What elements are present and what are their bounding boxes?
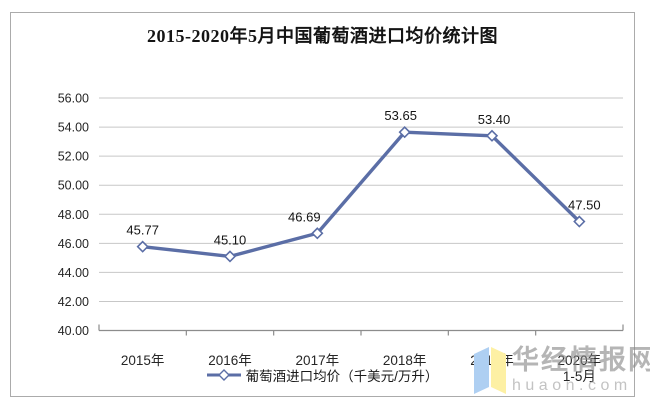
data-point-marker — [398, 126, 411, 139]
watermark-text: 华经情报网 huaon.com — [512, 345, 650, 396]
y-axis-tick-label: 52.00 — [58, 150, 89, 164]
data-label: 47.50 — [568, 198, 601, 213]
chart-frame: 2015-2020年5月中国葡萄酒进口均价统计图 40.00 42.00 44.00… — [10, 12, 650, 397]
watermark-site-name: 华经情报网 — [512, 345, 650, 375]
x-axis-category-label: 2020年 1-5月 — [558, 353, 602, 384]
y-axis-tick-label: 50.00 — [58, 179, 89, 193]
legend-label: 葡萄酒进口均价（千美元/万升） — [245, 369, 439, 384]
legend-line-marker-icon — [206, 369, 241, 381]
data-label: 46.69 — [288, 209, 321, 224]
x-axis-category-label: 2016年 — [208, 353, 252, 368]
data-point-marker — [311, 227, 324, 240]
data-label: 45.77 — [126, 223, 159, 238]
series-line — [140, 130, 582, 259]
x-axis-category-label: 2015年 — [121, 353, 165, 368]
y-axis-tick-label: 54.00 — [58, 121, 89, 135]
data-label: 45.10 — [214, 232, 247, 247]
y-axis-tick-label: 56.00 — [58, 92, 89, 106]
data-point-marker — [485, 129, 499, 142]
watermark-domain: huaon.com — [512, 377, 632, 394]
y-axis-tick-label: 40.00 — [58, 324, 89, 338]
legend: 葡萄酒进口均价（千美元/万升） — [11, 365, 634, 385]
data-point-marker — [223, 250, 237, 263]
y-axis-tick-label: 48.00 — [58, 208, 89, 222]
y-axis-tick-label: 44.00 — [58, 266, 89, 280]
book-icon — [474, 347, 506, 394]
y-axis-tick-label: 46.00 — [58, 237, 89, 251]
x-axis-category-label: 2017年 — [296, 353, 340, 368]
chart-title: 2015-2020年5月中国葡萄酒进口均价统计图 — [147, 26, 498, 46]
data-point-marker — [573, 215, 586, 228]
x-axis-category-label: 2018年 — [383, 353, 427, 368]
data-point-marker — [136, 240, 149, 253]
y-axis-tick-label: 42.00 — [58, 295, 89, 309]
line-chart-plot: 40.00 42.00 44.00 46.00 48.00 50.00 52.00 54.00… — [58, 92, 624, 384]
data-label: 53.40 — [478, 112, 511, 127]
watermark: 华经情报网 huaon.com — [473, 345, 650, 396]
data-label: 53.65 — [384, 108, 417, 123]
